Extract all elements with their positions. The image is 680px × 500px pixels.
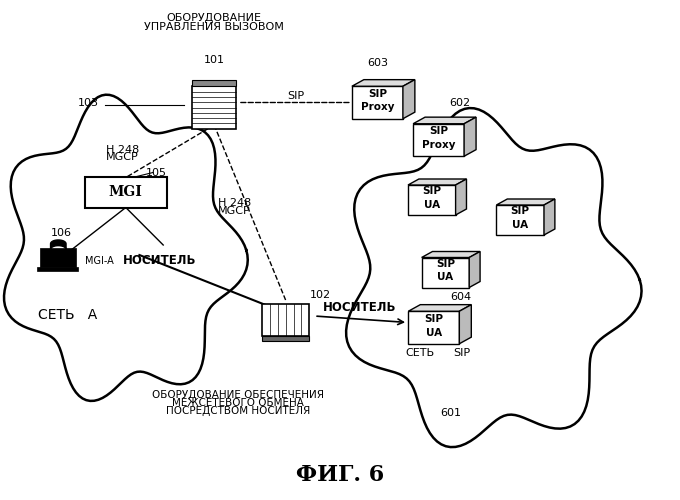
Bar	[413, 124, 464, 156]
Text: H 248: H 248	[218, 198, 251, 207]
Polygon shape	[496, 199, 555, 205]
Text: НОСИТЕЛЬ: НОСИТЕЛЬ	[323, 301, 396, 314]
Polygon shape	[464, 117, 476, 156]
Polygon shape	[352, 80, 415, 86]
Text: SIP: SIP	[422, 186, 441, 196]
Text: ПОСРЕДСТВОМ НОСИТЕЛЯ: ПОСРЕДСТВОМ НОСИТЕЛЯ	[166, 406, 310, 416]
Text: 102: 102	[309, 290, 330, 300]
Polygon shape	[456, 179, 466, 215]
Text: SIP: SIP	[429, 126, 448, 136]
Polygon shape	[403, 80, 415, 118]
Text: SIP: SIP	[511, 206, 530, 216]
Polygon shape	[408, 304, 471, 311]
Text: UA: UA	[512, 220, 528, 230]
Polygon shape	[422, 252, 480, 258]
Text: МЕЖСЕТЕВОГО ОБМЕНА: МЕЖСЕТЕВОГО ОБМЕНА	[172, 398, 304, 407]
Text: 101: 101	[204, 55, 224, 65]
Text: СЕТЬ: СЕТЬ	[406, 348, 435, 358]
Text: 105: 105	[146, 168, 167, 177]
Text: SIP: SIP	[424, 314, 443, 324]
Bar	[422, 258, 469, 288]
Text: ОБОРУДОВАНИЕ ОБЕСПЕЧЕНИЯ: ОБОРУДОВАНИЕ ОБЕСПЕЧЕНИЯ	[152, 390, 324, 400]
Text: НОСИТЕЛЬ: НОСИТЕЛЬ	[122, 254, 196, 268]
Text: Proxy: Proxy	[422, 140, 456, 150]
Polygon shape	[408, 179, 466, 185]
Text: MGCP: MGCP	[106, 152, 139, 162]
Text: 604: 604	[450, 292, 471, 302]
Bar	[192, 86, 237, 128]
Text: 103: 103	[78, 98, 99, 108]
Bar	[39, 248, 76, 267]
Bar	[262, 336, 309, 341]
Text: УПРАВЛЕНИЯ ВЫЗОВОМ: УПРАВЛЕНИЯ ВЫЗОВОМ	[144, 22, 284, 32]
Text: ФИГ. 6: ФИГ. 6	[296, 464, 384, 486]
Polygon shape	[544, 199, 555, 235]
Text: 106: 106	[51, 228, 71, 237]
Text: 601: 601	[441, 408, 462, 418]
Text: UA: UA	[424, 200, 440, 210]
Bar	[496, 205, 544, 235]
Text: SIP: SIP	[436, 259, 455, 269]
Bar	[192, 80, 237, 86]
Bar	[408, 311, 460, 344]
Text: MGI: MGI	[109, 186, 143, 200]
Bar	[408, 185, 456, 215]
Bar	[352, 86, 403, 118]
Text: MGCP: MGCP	[218, 206, 251, 216]
Text: UA: UA	[426, 328, 442, 338]
Polygon shape	[346, 108, 641, 447]
Text: MGI-A: MGI-A	[85, 256, 114, 266]
Text: Proxy: Proxy	[360, 102, 394, 113]
Text: 602: 602	[449, 98, 470, 108]
Polygon shape	[4, 94, 248, 401]
Bar	[37, 267, 78, 271]
Polygon shape	[413, 117, 476, 123]
Text: H 248: H 248	[106, 145, 139, 155]
Text: UA: UA	[437, 272, 454, 282]
Polygon shape	[469, 252, 480, 288]
Text: SIP: SIP	[368, 89, 387, 99]
Text: ОБОРУДОВАНИЕ: ОБОРУДОВАНИЕ	[167, 12, 262, 22]
Text: SIP: SIP	[454, 348, 471, 358]
Bar	[85, 178, 167, 208]
Text: 603: 603	[367, 58, 388, 68]
Bar	[262, 304, 309, 336]
Text: SIP: SIP	[287, 91, 305, 101]
Text: СЕТЬ   А: СЕТЬ А	[38, 308, 98, 322]
Polygon shape	[460, 304, 471, 344]
